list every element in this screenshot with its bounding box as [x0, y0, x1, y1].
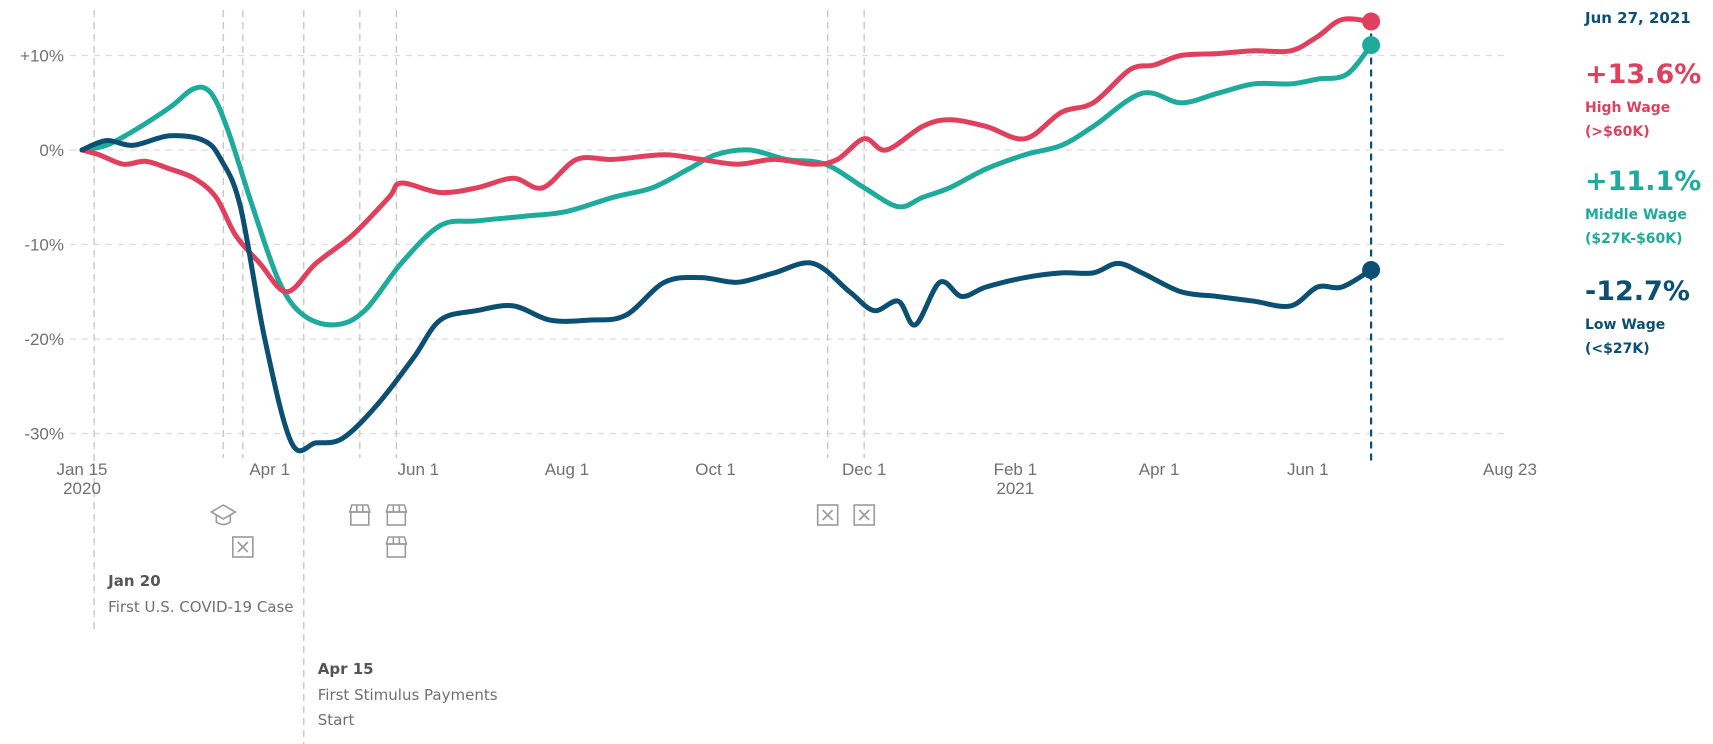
annotation-text: First U.S. COVID-19 Case	[108, 598, 293, 616]
gridlines	[70, 54, 1510, 435]
y-tick-label: 0%	[39, 141, 64, 160]
x-tick-label: Apr 1	[1139, 460, 1180, 479]
y-tick-label: -10%	[24, 236, 64, 255]
icon-cross	[858, 509, 870, 521]
legend-value: -12.7%	[1585, 276, 1690, 307]
series-lines	[79, 12, 1381, 454]
store-icon	[348, 504, 371, 526]
icon-awning	[348, 504, 371, 513]
legend-series-range: ($27K-$60K)	[1585, 231, 1683, 247]
legend-series-name: Middle Wage	[1585, 207, 1687, 223]
icon-cross	[822, 509, 834, 521]
annotation-date: Apr 15	[318, 660, 374, 678]
series-line-middle-wage	[79, 42, 1374, 328]
annotation-text: Start	[318, 711, 355, 729]
store-icon	[385, 536, 408, 558]
legend-series-name: Low Wage	[1585, 317, 1665, 333]
event-lines	[93, 10, 1373, 744]
x-tick-year-label: 2020	[63, 479, 101, 498]
x-tick-label: Apr 1	[249, 460, 290, 479]
series-end-point	[1362, 261, 1381, 280]
icon-cross	[237, 541, 249, 553]
y-tick-label: -20%	[24, 330, 64, 349]
icon-box	[232, 536, 254, 558]
icon-awning-stripes	[392, 505, 401, 512]
store-icon	[385, 504, 408, 526]
school-icon	[209, 504, 237, 526]
x-tick-label: Dec 1	[842, 460, 886, 479]
series-end-point	[1362, 12, 1381, 31]
series-end-point	[1362, 36, 1381, 55]
legend-series-range: (<$27K)	[1585, 341, 1650, 357]
icon-box	[816, 504, 839, 526]
legend-value: +11.1%	[1585, 166, 1701, 197]
icon-shop	[386, 511, 407, 526]
closed-box-icon	[853, 504, 876, 526]
annotation-text: First Stimulus Payments	[318, 686, 498, 704]
y-tick-label: -30%	[24, 425, 64, 444]
legend-value: +13.6%	[1585, 59, 1701, 90]
x-tick-label: Jun 1	[397, 460, 439, 479]
event-markers	[209, 504, 876, 558]
legend-series-range: (>$60K)	[1585, 124, 1650, 140]
icon-awning	[385, 504, 408, 513]
icon-box	[853, 504, 876, 526]
x-tick-label: Jan 15	[56, 460, 107, 479]
x-tick-label: Aug 23	[1483, 460, 1537, 479]
closed-box-icon	[232, 536, 254, 558]
icon-awning-stripes	[356, 505, 364, 512]
icon-cap-base	[215, 515, 232, 526]
series-line-low-wage	[79, 133, 1374, 454]
series-line-high-wage	[79, 16, 1374, 295]
y-tick-label: +10%	[20, 47, 64, 66]
legend: Jun 27, 2021 +13.6% High Wage (>$60K) +11.1%…	[1584, 9, 1701, 357]
icon-awning	[385, 536, 408, 545]
x-tick-label: Oct 1	[695, 460, 736, 479]
annotations: Jan 20 First U.S. COVID-19 Case Apr 15 Firs…	[107, 572, 498, 729]
legend-series-name: High Wage	[1585, 100, 1670, 116]
x-tick-label: Aug 1	[545, 460, 589, 479]
icon-cap	[209, 504, 237, 520]
x-tick-year-label: 2021	[996, 479, 1034, 498]
icon-shop	[386, 543, 407, 558]
closed-box-icon	[816, 504, 839, 526]
icon-awning-stripes	[392, 537, 401, 544]
annotation-date: Jan 20	[107, 572, 160, 590]
x-tick-label: Jun 1	[1287, 460, 1329, 479]
x-tick-label: Feb 1	[994, 460, 1037, 479]
y-axis: +10% 0% -10% -20% -30%	[20, 47, 64, 444]
icon-shop	[350, 511, 370, 526]
legend-date: Jun 27, 2021	[1584, 9, 1691, 27]
